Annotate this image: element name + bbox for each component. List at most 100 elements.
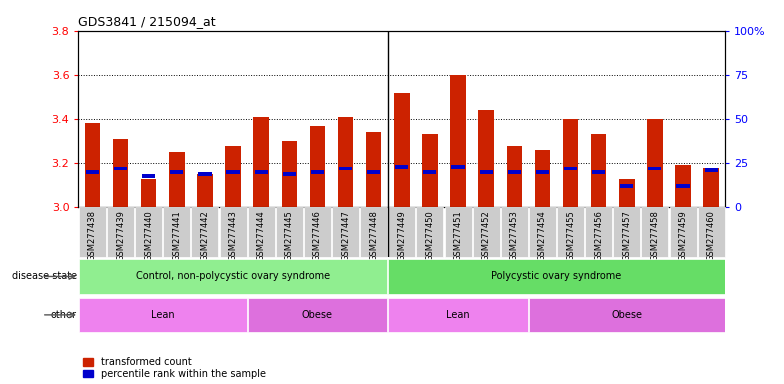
Bar [620,184,633,188]
Text: GSM277459: GSM277459 [678,210,688,261]
Text: GSM277451: GSM277451 [453,210,463,261]
Bar [227,170,240,174]
Text: GSM277443: GSM277443 [229,210,238,261]
Bar [141,179,157,207]
Text: GSM277448: GSM277448 [369,210,378,261]
FancyBboxPatch shape [135,207,162,257]
Bar [366,132,381,207]
Bar [591,134,606,207]
Bar [113,139,129,207]
FancyBboxPatch shape [416,207,444,257]
FancyBboxPatch shape [473,207,499,257]
FancyBboxPatch shape [79,259,387,294]
Bar [311,170,324,174]
Bar [535,150,550,207]
Bar [394,93,409,207]
Text: Lean: Lean [151,310,175,320]
FancyBboxPatch shape [613,207,641,257]
FancyBboxPatch shape [670,207,696,257]
FancyBboxPatch shape [79,298,246,332]
Text: GSM277454: GSM277454 [538,210,547,261]
Bar [114,167,127,170]
Text: GSM277460: GSM277460 [706,210,716,261]
Text: GSM277444: GSM277444 [256,210,266,261]
FancyBboxPatch shape [698,207,724,257]
Bar [675,166,691,207]
Bar [480,170,492,174]
Text: GSM277447: GSM277447 [341,210,350,261]
Text: GSM277439: GSM277439 [116,210,125,261]
Text: GSM277453: GSM277453 [510,210,519,261]
Bar [563,119,579,207]
FancyBboxPatch shape [248,207,274,257]
FancyBboxPatch shape [501,207,528,257]
Text: GSM277456: GSM277456 [594,210,603,261]
Text: disease state: disease state [12,271,77,281]
Text: GSM277450: GSM277450 [426,210,434,261]
FancyBboxPatch shape [360,207,387,257]
FancyBboxPatch shape [332,207,359,257]
Text: GSM277457: GSM277457 [622,210,631,261]
Text: Polycystic ovary syndrome: Polycystic ovary syndrome [492,271,622,281]
Bar [648,167,662,170]
Text: GSM277438: GSM277438 [88,210,97,261]
Text: GSM277449: GSM277449 [397,210,406,261]
Text: Obese: Obese [612,310,642,320]
Bar [85,124,100,207]
Text: GSM277440: GSM277440 [144,210,153,261]
Bar [450,75,466,207]
Bar [423,170,437,174]
FancyBboxPatch shape [585,207,612,257]
FancyBboxPatch shape [445,207,471,257]
Bar [677,184,690,188]
Bar [647,119,662,207]
FancyBboxPatch shape [529,207,556,257]
FancyBboxPatch shape [276,207,303,257]
FancyBboxPatch shape [641,207,669,257]
Bar [705,168,717,172]
FancyBboxPatch shape [304,207,331,257]
Bar [310,126,325,207]
FancyBboxPatch shape [79,207,106,257]
Bar [198,172,212,176]
Bar [170,170,183,174]
FancyBboxPatch shape [388,207,416,257]
FancyBboxPatch shape [388,259,724,294]
Bar [395,165,408,169]
Bar [452,165,465,169]
FancyBboxPatch shape [388,298,528,332]
Bar [592,170,605,174]
Bar [283,172,296,176]
Text: GSM277446: GSM277446 [313,210,322,261]
Bar [253,117,269,207]
FancyBboxPatch shape [220,207,246,257]
FancyBboxPatch shape [557,207,584,257]
Text: GSM277458: GSM277458 [651,210,659,261]
Text: GSM277442: GSM277442 [201,210,209,261]
Text: GSM277441: GSM277441 [172,210,181,261]
Text: Lean: Lean [446,310,470,320]
Legend: transformed count, percentile rank within the sample: transformed count, percentile rank withi… [83,357,266,379]
FancyBboxPatch shape [529,298,724,332]
Text: other: other [51,310,77,320]
Text: Obese: Obese [302,310,333,320]
Bar [506,146,522,207]
Text: Control, non-polycystic ovary syndrome: Control, non-polycystic ovary syndrome [136,271,330,281]
Bar [423,134,437,207]
Bar [86,170,99,174]
Bar [225,146,241,207]
FancyBboxPatch shape [191,207,219,257]
Bar [255,170,268,174]
Bar [142,174,155,177]
Bar [535,170,549,174]
Bar [339,167,352,170]
Text: GSM277452: GSM277452 [481,210,491,261]
Text: GSM277445: GSM277445 [285,210,294,261]
FancyBboxPatch shape [248,298,387,332]
FancyBboxPatch shape [163,207,191,257]
Text: GSM277455: GSM277455 [566,210,575,261]
Bar [367,170,380,174]
Bar [564,167,577,170]
Bar [169,152,184,207]
Bar [281,141,297,207]
